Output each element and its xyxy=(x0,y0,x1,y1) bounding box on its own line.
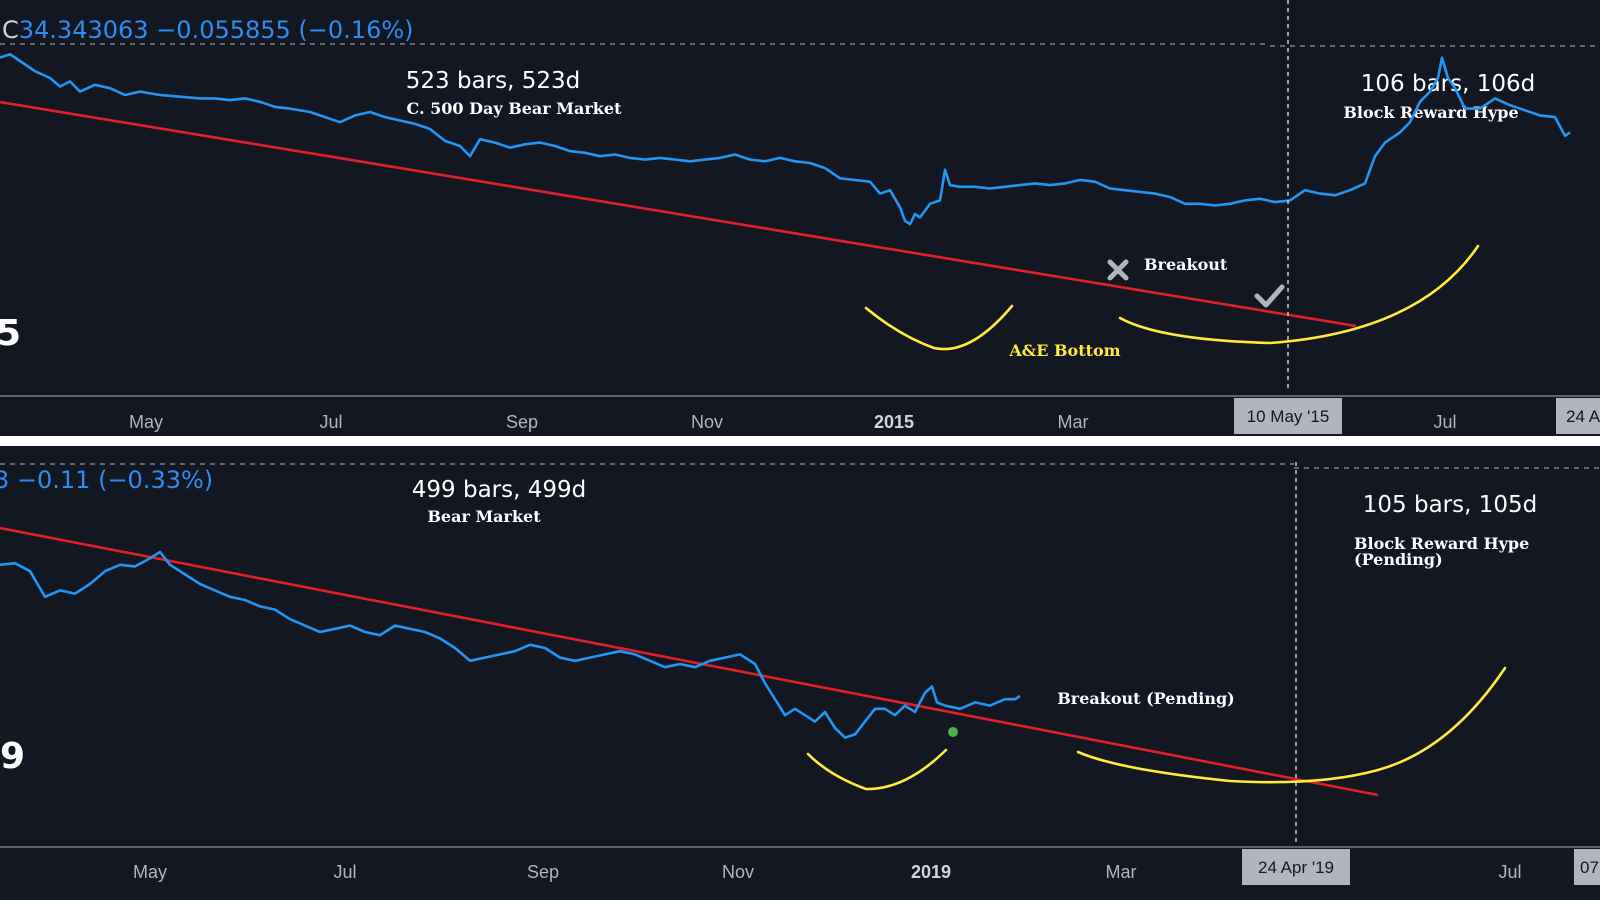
bottom-crosshair-date-box xyxy=(1242,849,1350,885)
bottom-x-ticks: May Jul Sep Nov 2019 Mar Jul xyxy=(133,862,1522,882)
bottom-cup-curve xyxy=(1076,666,1507,784)
bottom-tick-jul-2: Jul xyxy=(1498,862,1521,882)
bottom-range-label-left: 499 bars, 499d xyxy=(412,477,586,503)
bottom-range-sub-left: Bear Market xyxy=(427,507,541,526)
top-x-ticks: May Jul Sep Nov 2015 Mar Jul xyxy=(129,412,1457,432)
bottom-right-edge-date-box xyxy=(1574,849,1600,885)
top-header-prefix: C xyxy=(2,16,19,44)
top-tick-may: May xyxy=(129,412,163,432)
bottom-tick-2019: 2019 xyxy=(911,862,951,882)
top-header-value: 34.343063 −0.055855 (−0.16%) xyxy=(19,16,414,44)
bottom-trendline xyxy=(0,526,1379,797)
bottom-tick-nov: Nov xyxy=(722,862,754,882)
bottom-tick-jul: Jul xyxy=(333,862,356,882)
bottom-panel-background xyxy=(0,446,1600,900)
top-tick-jul: Jul xyxy=(319,412,342,432)
top-year-fragment: 5 xyxy=(0,313,21,354)
top-crosshair-date-box xyxy=(1234,398,1342,434)
bottom-tick-sep: Sep xyxy=(527,862,559,882)
bottom-right-edge-date: 07 xyxy=(1580,858,1599,877)
top-tick-mar: Mar xyxy=(1058,412,1089,432)
top-header: C34.343063 −0.055855 (−0.16%) xyxy=(2,16,414,44)
top-panel: C34.343063 −0.055855 (−0.16%) 5 523 bars… xyxy=(0,0,1600,436)
checkmark-icon xyxy=(1254,284,1285,308)
top-tick-sep: Sep xyxy=(506,412,538,432)
panel-divider xyxy=(0,436,1600,446)
top-ae-bottom-curve xyxy=(864,304,1014,351)
bottom-ae-bottom-curve xyxy=(806,748,948,791)
top-right-edge-date: 24 A xyxy=(1566,407,1600,426)
top-crosshair-date: 10 May '15 xyxy=(1247,407,1330,426)
bottom-range-sub-right-2: (Pending) xyxy=(1354,550,1443,569)
bottom-breakout-label: Breakout (Pending) xyxy=(1057,689,1235,708)
bottom-range-label-right: 105 bars, 105d xyxy=(1363,492,1537,518)
bottom-panel: 3 −0.11 (−0.33%) 9 499 bars, 499d Bear M… xyxy=(0,446,1600,900)
bottom-price-line xyxy=(0,550,1021,739)
top-breakout-label: Breakout xyxy=(1144,255,1228,274)
bottom-crosshair-date: 24 Apr '19 xyxy=(1258,858,1334,877)
bottom-range-sub-right-1: Block Reward Hype xyxy=(1354,534,1529,553)
top-pattern-label: A&E Bottom xyxy=(1008,341,1120,360)
top-panel-background xyxy=(0,0,1600,436)
top-tick-2015: 2015 xyxy=(874,412,914,432)
x-cross-icon xyxy=(1107,259,1129,281)
top-right-edge-date-box xyxy=(1556,398,1600,434)
bottom-tick-may: May xyxy=(133,862,167,882)
top-tick-nov: Nov xyxy=(691,412,723,432)
top-cup-curve xyxy=(1118,244,1480,345)
top-range-label-left: 523 bars, 523d xyxy=(406,68,580,94)
top-range-sub-right: Block Reward Hype xyxy=(1343,103,1518,122)
bottom-year-fragment: 9 xyxy=(0,736,25,777)
bottom-tick-mar: Mar xyxy=(1106,862,1137,882)
top-price-line xyxy=(0,52,1571,226)
top-range-sub-left: C. 500 Day Bear Market xyxy=(407,99,623,118)
bottom-green-marker xyxy=(948,727,958,737)
bottom-header-value: 3 −0.11 (−0.33%) xyxy=(0,466,213,494)
top-trendline xyxy=(0,100,1357,328)
top-tick-jul-2: Jul xyxy=(1433,412,1456,432)
